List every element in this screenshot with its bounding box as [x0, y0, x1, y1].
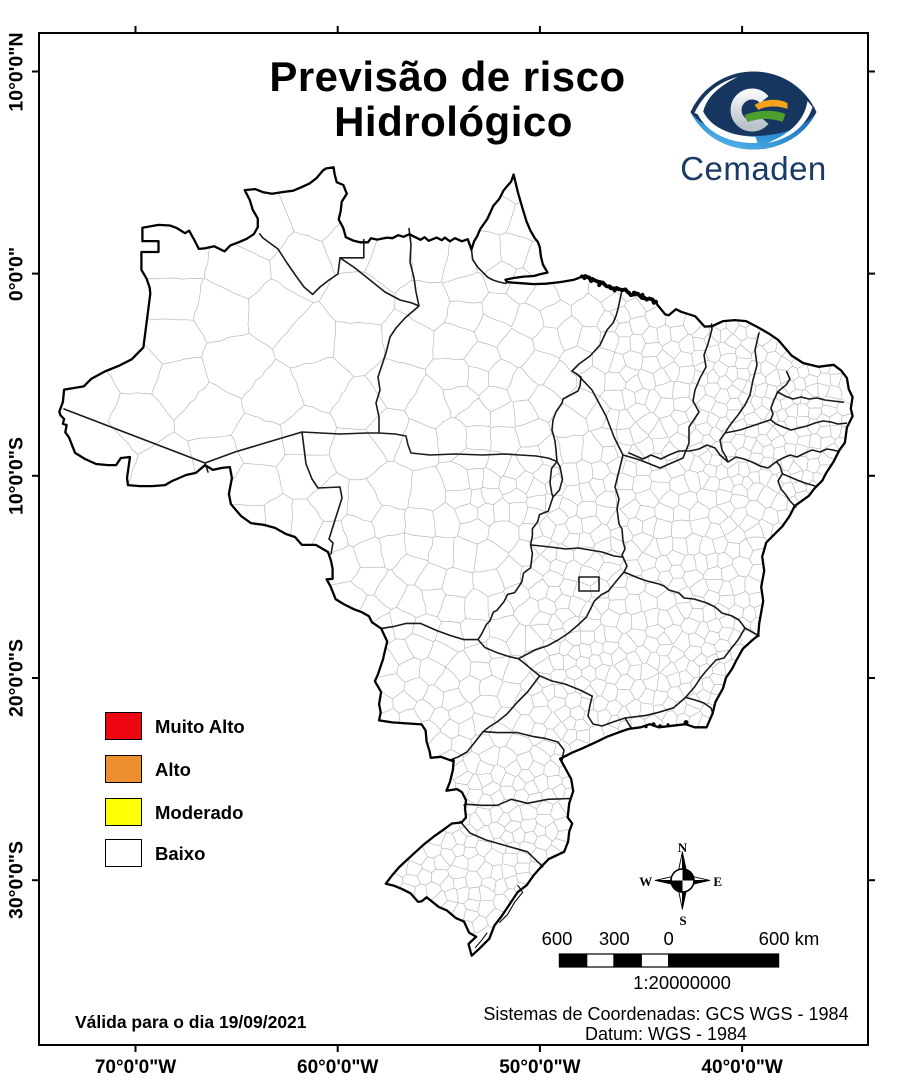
- svg-text:E: E: [713, 874, 722, 889]
- svg-text:0: 0: [663, 928, 673, 949]
- svg-text:Cemaden: Cemaden: [680, 150, 827, 187]
- svg-text:W: W: [639, 874, 652, 889]
- svg-text:S: S: [679, 913, 686, 928]
- svg-text:300: 300: [599, 928, 630, 949]
- svg-text:1:20000000: 1:20000000: [633, 972, 731, 993]
- svg-text:N: N: [678, 840, 688, 855]
- svg-text:600: 600: [542, 928, 573, 949]
- svg-text:600 km: 600 km: [759, 928, 820, 949]
